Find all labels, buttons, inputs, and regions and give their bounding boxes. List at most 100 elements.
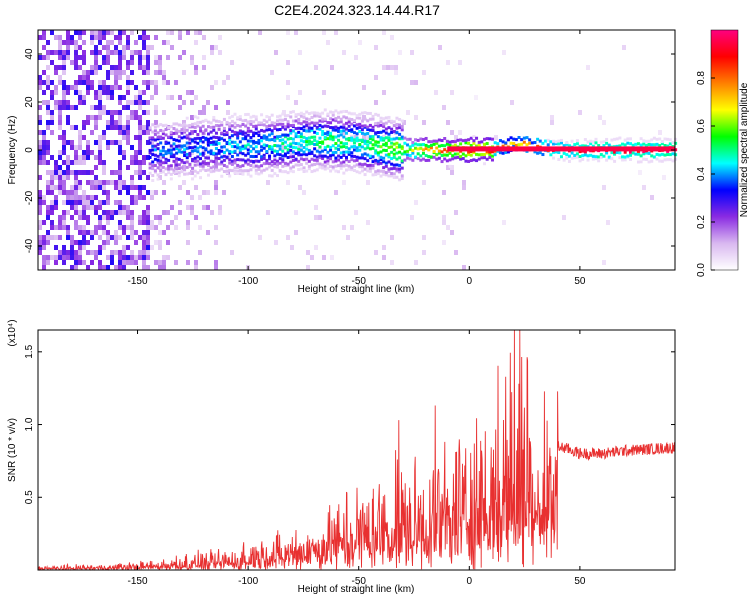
heatmap-ridge-cell: [299, 143, 303, 147]
heatmap-cell: [82, 30, 86, 35]
heatmap-cell: [82, 205, 86, 210]
heatmap-ridge-cell: [273, 165, 277, 169]
heatmap-ridge-cell: [371, 117, 375, 121]
heatmap-ridge-cell: [371, 166, 375, 170]
heatmap-ridge-cell: [541, 141, 545, 145]
heatmap-ridge-cell: [209, 166, 213, 170]
heatmap-ridge-cell: [209, 136, 213, 140]
heatmap-cell: [94, 175, 98, 180]
heatmap-ridge-cell: [262, 123, 266, 127]
heatmap-ridge-cell: [273, 158, 277, 162]
heatmap-ridge-cell: [602, 140, 606, 144]
heatmap-cell: [98, 155, 102, 160]
heatmap-ridge-cell: [374, 131, 378, 135]
heatmap-cell: [94, 60, 98, 65]
heatmap-cell: [102, 225, 106, 230]
heatmap-ridge-cell: [379, 138, 383, 142]
heatmap-cell: [86, 90, 90, 95]
heatmap-ridge-cell: [342, 164, 346, 168]
heatmap-cell: [98, 150, 102, 155]
heatmap-cell: [82, 155, 86, 160]
heatmap-cell: [126, 125, 130, 130]
heatmap-ridge-cell: [175, 122, 179, 126]
heatmap-ridge-cell: [398, 143, 402, 147]
heatmap-ridge-cell: [421, 138, 425, 142]
heatmap-cell: [126, 260, 130, 265]
heatmap-cell: [110, 250, 114, 255]
heatmap-ridge-cell: [236, 146, 240, 150]
heatmap-ridge-cell: [347, 124, 351, 128]
heatmap-ridge-cell: [225, 131, 229, 135]
heatmap-ridge-cell: [352, 168, 356, 172]
heatmap-ridge-cell: [488, 153, 492, 157]
heatmap-ridge-cell: [352, 144, 356, 148]
heatmap-ridge-cell: [270, 129, 274, 133]
heatmap-ridge-cell: [331, 151, 335, 155]
heatmap-ridge-cell: [196, 116, 200, 120]
heatmap-ridge-cell: [371, 114, 375, 118]
heatmap-ridge-cell: [236, 153, 240, 157]
heatmap-cell: [38, 210, 42, 215]
heatmap-cell: [138, 115, 142, 120]
heatmap-ridge-cell: [159, 128, 163, 132]
heatmap-ridge-cell: [281, 118, 285, 122]
heatmap-cell: [78, 135, 82, 140]
heatmap-cell: [126, 205, 130, 210]
heatmap-ridge-cell: [360, 124, 364, 128]
heatmap-ridge-cell: [191, 177, 195, 181]
heatmap-cell: [146, 205, 150, 210]
heatmap-ridge-cell: [164, 128, 168, 132]
heatmap-cell: [46, 125, 50, 130]
heatmap-cell: [162, 80, 166, 85]
heatmap-ridge-cell: [167, 171, 171, 175]
heatmap-ridge-cell: [350, 145, 354, 149]
heatmap-ridge-cell: [371, 163, 375, 167]
heatmap-ridge-cell: [212, 151, 216, 155]
heatmap-cell: [142, 35, 146, 40]
heatmap-ridge-cell: [286, 125, 290, 129]
heatmap-cell: [166, 40, 170, 45]
heatmap-ridge-cell: [281, 160, 285, 164]
heatmap-ridge-cell: [252, 120, 256, 124]
heatmap-cell: [166, 30, 170, 35]
heatmap-cell: [94, 115, 98, 120]
heatmap-ridge-cell: [246, 126, 250, 130]
heatmap-cell: [146, 70, 150, 75]
heatmap-ridge-cell: [536, 144, 540, 148]
heatmap-cell: [118, 70, 122, 75]
heatmap-cell: [390, 65, 394, 70]
heatmap-ridge-cell: [371, 135, 375, 139]
heatmap-ridge-cell: [437, 149, 441, 153]
heatmap-ridge-cell: [368, 137, 372, 141]
heatmap-ridge-cell: [416, 147, 420, 151]
heatmap-cell: [102, 245, 106, 250]
heatmap-cell: [154, 85, 158, 90]
heatmap-cell: [130, 155, 134, 160]
heatmap-ridge-cell: [278, 138, 282, 142]
heatmap-ridge-cell: [212, 128, 216, 132]
heatmap-cell: [138, 215, 142, 220]
heatmap-ridge-cell: [273, 121, 277, 125]
heatmap-ridge-cell: [233, 132, 237, 136]
heatmap-ridge-cell: [260, 164, 264, 168]
heatmap-ridge-cell: [265, 158, 269, 162]
heatmap-cell: [74, 175, 78, 180]
heatmap-ridge-cell: [286, 114, 290, 118]
heatmap-ridge-cell: [167, 126, 171, 130]
heatmap-ridge-cell: [209, 152, 213, 156]
heatmap-cell: [270, 70, 274, 75]
heatmap-cell: [602, 260, 606, 265]
heatmap-ridge-cell: [193, 125, 197, 129]
heatmap-ridge-cell: [217, 168, 221, 172]
colorbar-ticks: 0.00.20.40.60.8: [696, 71, 715, 277]
heatmap-ridge-cell: [360, 156, 364, 160]
heatmap-ridge-cell: [265, 161, 269, 165]
heatmap-ridge-cell: [318, 150, 322, 154]
heatmap-ridge-cell: [344, 121, 348, 125]
heatmap-cell: [42, 100, 46, 105]
heatmap-cell: [62, 170, 66, 175]
heatmap-ridge-cell: [472, 135, 476, 139]
heatmap-ridge-cell: [493, 141, 497, 145]
heatmap-cell: [118, 95, 122, 100]
